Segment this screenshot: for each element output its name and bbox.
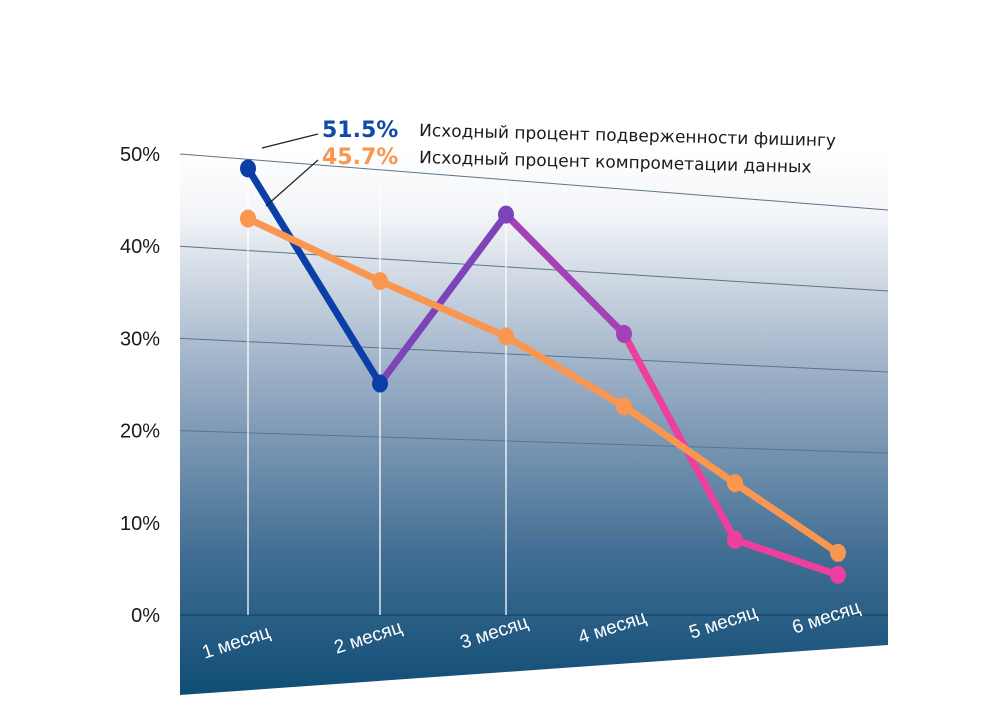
gridline bbox=[179, 153, 889, 211]
data-point bbox=[830, 543, 846, 562]
line-segment bbox=[731, 536, 842, 579]
data-point bbox=[830, 565, 846, 584]
data-point bbox=[372, 272, 388, 291]
data-point bbox=[240, 209, 256, 228]
annotation-value: 45.7% bbox=[322, 145, 398, 170]
data-point bbox=[498, 327, 514, 346]
line-segment bbox=[502, 211, 628, 338]
data-point bbox=[240, 159, 256, 178]
series-group bbox=[240, 159, 846, 584]
data-point bbox=[498, 205, 514, 224]
series-line bbox=[240, 209, 846, 562]
line-segment bbox=[620, 330, 739, 544]
y-tick-label: 40% bbox=[120, 236, 160, 258]
data-point bbox=[727, 474, 743, 493]
gridline bbox=[179, 522, 889, 535]
data-point bbox=[727, 530, 743, 549]
annotation-value: 51.5% bbox=[322, 118, 398, 143]
gridline bbox=[179, 430, 889, 454]
line-segment bbox=[502, 332, 628, 410]
line-segment bbox=[620, 402, 739, 487]
data-point bbox=[616, 324, 632, 343]
vertical-guides bbox=[247, 185, 507, 615]
line-segment bbox=[244, 215, 384, 285]
annotation-leader bbox=[261, 133, 319, 149]
y-tick-label: 10% bbox=[120, 513, 160, 535]
y-tick-label: 30% bbox=[120, 328, 160, 350]
y-tick-label: 0% bbox=[131, 605, 160, 627]
line-segment bbox=[376, 277, 510, 340]
series-line bbox=[240, 159, 846, 584]
data-point bbox=[372, 374, 388, 393]
annotation-leader bbox=[265, 159, 319, 207]
y-tick-label: 20% bbox=[120, 421, 160, 443]
line-segment bbox=[731, 479, 842, 557]
y-tick-label: 50% bbox=[120, 144, 160, 166]
plot-background bbox=[180, 148, 888, 695]
line-segment bbox=[244, 164, 384, 388]
line-segment bbox=[376, 211, 510, 388]
data-point bbox=[616, 397, 632, 416]
y-axis-ticks: 0% 10% 20% 30% 40% 50% bbox=[120, 144, 160, 627]
annotation-text: Исходный процент подверженности фишингу bbox=[419, 121, 836, 151]
